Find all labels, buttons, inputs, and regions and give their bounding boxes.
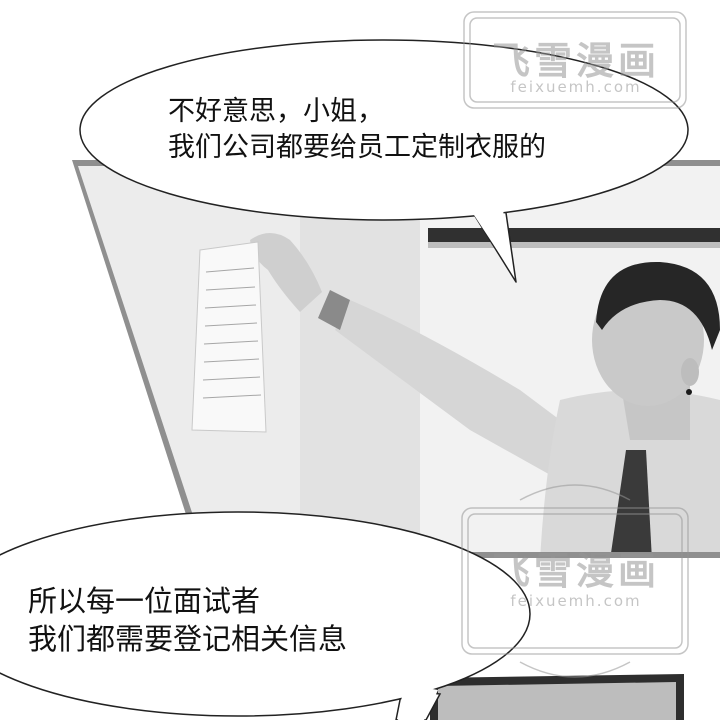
watermark-brand-bottom: 飞雪漫画 [491, 549, 660, 593]
watermark-bottom [461, 484, 689, 678]
dialogue-bottom: 所以每一位面试者 我们都需要登记相关信息 [28, 582, 347, 659]
main-panel [72, 160, 720, 558]
dialogue-top: 不好意思，小姐， 我们公司都要给员工定制衣服的 [168, 94, 546, 165]
hand [250, 233, 322, 312]
bottom-panel [430, 674, 684, 720]
watermark-url-top: feixuemh.com [510, 78, 642, 96]
tie [610, 450, 652, 552]
dialogue-bottom-line-2: 我们都需要登记相关信息 [28, 622, 348, 657]
arm [335, 300, 600, 500]
speech-bubble-bottom [0, 511, 531, 720]
dialogue-top-line-1: 不好意思，小姐， [168, 96, 384, 127]
dialogue-bottom-line-1: 所以每一位面试者 [28, 584, 261, 618]
watermark-brand-top: 飞雪漫画 [491, 39, 660, 83]
hair [596, 261, 720, 350]
whiteboard-edge [428, 228, 720, 242]
watermark-top [463, 11, 687, 109]
dialogue-top-line-2: 我们公司都要给员工定制衣服的 [168, 131, 546, 163]
watermark-url-bottom: feixuemh.com [510, 592, 642, 610]
speech-bubble-top [79, 39, 689, 283]
